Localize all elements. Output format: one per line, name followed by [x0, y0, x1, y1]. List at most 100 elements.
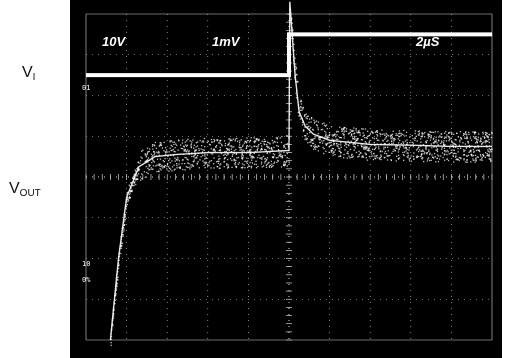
vout-noise-dot — [341, 130, 344, 132]
vout-noise-dot — [453, 142, 455, 145]
vout-noise-dot — [272, 157, 274, 159]
vout-noise-dot — [126, 201, 128, 203]
vout-noise-dot — [200, 156, 202, 158]
vout-noise-dot — [253, 141, 255, 143]
vout-noise-dot — [176, 167, 178, 169]
vout-noise-dot — [245, 161, 248, 163]
vout-noise-dot — [451, 132, 453, 134]
vout-noise-dot — [215, 146, 217, 148]
vout-noise-dot — [478, 150, 481, 153]
vout-noise-dot — [459, 139, 461, 141]
vout-noise-dot — [212, 149, 214, 151]
vout-noise-dot — [488, 151, 491, 153]
vout-noise-dot — [474, 147, 476, 149]
vout-noise-dot — [204, 155, 206, 157]
vout-noise-dot — [262, 155, 265, 157]
vout-noise-dot — [273, 146, 275, 149]
vout-noise-dot — [365, 154, 367, 156]
vout-noise-dot — [197, 141, 199, 143]
vout-noise-dot — [163, 150, 165, 152]
vout-noise-dot — [416, 155, 418, 158]
vout-noise-dot — [151, 168, 153, 171]
vout-noise-dot — [317, 121, 320, 123]
vout-noise-dot — [235, 166, 238, 169]
vout-noise-dot — [151, 156, 153, 158]
vout-noise-dot — [469, 146, 471, 148]
vout-noise-dot — [266, 157, 269, 159]
vout-noise-dot — [452, 142, 454, 144]
vout-noise-dot — [170, 144, 172, 146]
vout-noise-dot — [274, 141, 276, 143]
vout-noise-dot — [488, 153, 490, 155]
vout-noise-dot — [425, 147, 427, 149]
vout-noise-dot — [414, 132, 416, 135]
vout-noise-dot — [323, 148, 325, 150]
vout-trace — [109, 1, 492, 341]
vout-noise-dot — [454, 138, 456, 141]
vout-noise-dot — [333, 144, 335, 146]
vout-noise-dot — [173, 150, 175, 153]
vout-noise-dot — [466, 136, 468, 138]
vout-noise-dot — [480, 139, 482, 141]
vout-noise-dot — [246, 137, 248, 139]
vout-noise-dot — [372, 137, 374, 139]
vout-noise-dot — [443, 150, 446, 152]
vout-noise-dot — [258, 138, 260, 141]
vout-noise-dot — [244, 140, 246, 142]
vout-noise-dot — [332, 152, 334, 154]
vout-noise-dot — [239, 147, 241, 149]
vout-noise-dot — [388, 142, 390, 145]
vout-noise-dot — [252, 156, 254, 158]
vout-noise-dot — [479, 159, 481, 161]
vout-noise-dot — [241, 157, 243, 159]
vout-noise-dot — [154, 145, 156, 147]
vout-noise-dot — [246, 162, 248, 164]
vout-noise-dot — [354, 147, 356, 149]
vout-noise-dot — [443, 154, 445, 156]
vout-noise-dot — [438, 155, 440, 157]
vout-noise-dot — [310, 116, 313, 119]
vout-noise-dot — [153, 161, 155, 163]
vout-noise-dot — [312, 138, 314, 140]
vout-noise-dot — [353, 149, 355, 151]
vout-noise-dot — [486, 153, 488, 155]
vout-noise-dot — [383, 143, 386, 145]
vout-noise-dot — [362, 128, 364, 130]
vout-noise-dot — [445, 151, 447, 153]
vout-noise-dot — [196, 157, 198, 159]
vout-noise-dot — [190, 144, 192, 146]
vout-noise-dot — [479, 141, 481, 143]
vout-noise-dot — [169, 141, 171, 143]
vout-noise-dot — [305, 135, 307, 137]
vout-noise-dot — [358, 129, 360, 132]
vout-noise-dot — [463, 133, 465, 135]
vout-noise-dot — [393, 140, 395, 142]
vout-noise-dot — [433, 153, 436, 155]
vout-noise-dot — [454, 146, 457, 148]
vout-noise-dot — [374, 157, 376, 159]
vout-noise-dot — [344, 144, 346, 147]
vout-noise-dot — [333, 143, 335, 145]
vout-noise-dot — [231, 155, 233, 158]
vout-noise-dot — [390, 136, 392, 138]
vout-noise-dot — [485, 142, 487, 144]
vout-noise-dot — [356, 139, 359, 141]
vout-noise-dot — [345, 143, 347, 145]
vout-noise-dot — [428, 157, 430, 159]
vout-noise-dot — [155, 147, 158, 149]
vout-noise-dot — [365, 137, 368, 139]
vout-noise-dot — [170, 168, 172, 170]
vout-noise-dot — [484, 131, 486, 134]
vout-noise-dot — [305, 137, 307, 139]
vout-noise-dot — [427, 133, 429, 136]
vout-noise-dot — [351, 153, 353, 155]
vout-noise-dot — [190, 146, 192, 148]
vout-noise-dot — [241, 163, 244, 165]
vout-noise-dot — [193, 155, 195, 157]
vout-noise-dot — [242, 149, 244, 151]
vout-noise-dot — [194, 154, 197, 156]
vout-noise-dot — [210, 160, 213, 162]
vout-noise-dot — [152, 144, 154, 146]
vout-noise-dot — [355, 129, 357, 131]
vout-noise-dot — [343, 157, 345, 159]
